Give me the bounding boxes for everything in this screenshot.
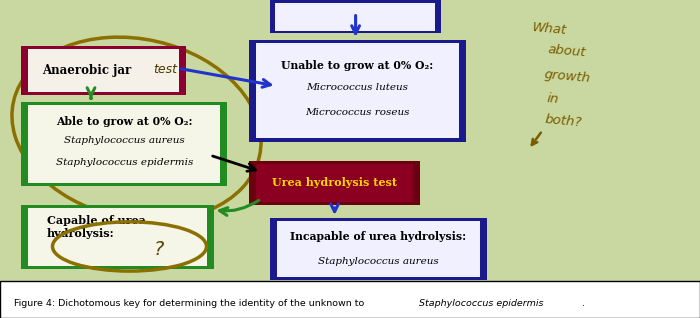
FancyBboxPatch shape [28, 105, 221, 183]
FancyBboxPatch shape [28, 208, 206, 266]
FancyBboxPatch shape [256, 43, 458, 138]
Text: both?: both? [545, 113, 582, 129]
Text: Unable to grow at 0% O₂:: Unable to grow at 0% O₂: [281, 60, 433, 71]
FancyBboxPatch shape [248, 40, 466, 142]
Text: test: test [153, 63, 177, 76]
Text: Urea hydrolysis test: Urea hydrolysis test [272, 177, 397, 188]
FancyBboxPatch shape [256, 164, 413, 202]
FancyBboxPatch shape [0, 281, 700, 318]
Text: ?: ? [154, 240, 164, 259]
Text: Staphylococcus epidermis: Staphylococcus epidermis [419, 299, 543, 308]
FancyBboxPatch shape [270, 0, 441, 33]
FancyBboxPatch shape [21, 205, 214, 269]
FancyBboxPatch shape [270, 218, 486, 280]
Text: about: about [547, 43, 587, 59]
FancyBboxPatch shape [28, 49, 178, 92]
FancyBboxPatch shape [21, 46, 186, 95]
Text: Incapable of urea hydrolysis:: Incapable of urea hydrolysis: [290, 231, 466, 242]
FancyBboxPatch shape [21, 102, 228, 186]
Text: Capable of urea
hydrolysis:: Capable of urea hydrolysis: [47, 216, 146, 239]
FancyBboxPatch shape [276, 221, 480, 277]
Text: Staphylococcus aureus: Staphylococcus aureus [64, 136, 185, 145]
Text: What: What [531, 21, 568, 37]
Text: Anaerobic jar: Anaerobic jar [43, 64, 136, 77]
Text: Micrococcus roseus: Micrococcus roseus [304, 108, 410, 117]
Text: Figure 4: Dichotomous key for determining the identity of the unknown to: Figure 4: Dichotomous key for determinin… [14, 299, 368, 308]
Text: .: . [582, 299, 585, 308]
Text: Staphylococcus epidermis: Staphylococcus epidermis [55, 158, 193, 168]
FancyBboxPatch shape [275, 3, 435, 31]
FancyBboxPatch shape [248, 161, 420, 205]
Text: Able to grow at 0% O₂:: Able to grow at 0% O₂: [56, 116, 192, 127]
Text: in: in [547, 92, 559, 106]
Text: Micrococcus luteus: Micrococcus luteus [306, 83, 408, 92]
Text: Staphylococcus aureus: Staphylococcus aureus [318, 257, 438, 266]
Text: growth: growth [543, 68, 591, 85]
